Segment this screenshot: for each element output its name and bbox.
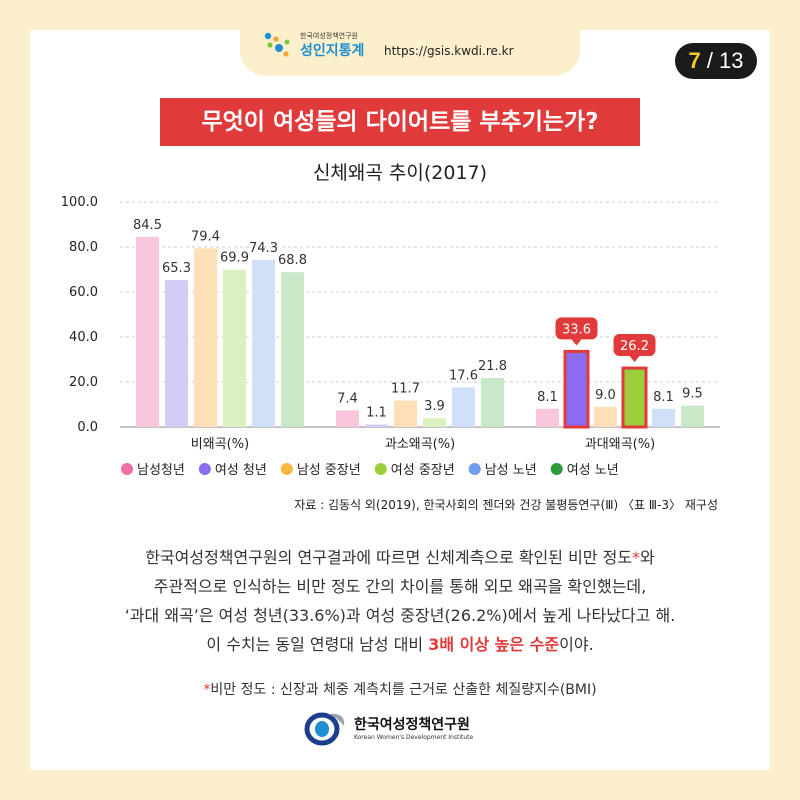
x-tick-label: 과대왜곡(%)	[585, 437, 655, 452]
bar	[594, 406, 617, 427]
y-tick-label: 40.0	[69, 330, 98, 345]
data-label: 26.2	[620, 339, 649, 354]
legend-marker	[198, 463, 211, 475]
body-line-3: ‘과대 왜곡’은 여성 청년(33.6%)과 여성 중장년(26.2%)에서 높…	[124, 606, 676, 625]
org-name-en: Korean Women's Development Institute	[354, 734, 474, 741]
headline-banner: 무엇이 여성들의 다이어트를 부추기는가?	[160, 98, 640, 146]
legend-label: 여성 청년	[215, 463, 267, 478]
legend-label: 여성 중장년	[391, 463, 455, 478]
bar	[563, 349, 590, 429]
data-label: 1.1	[366, 406, 387, 421]
data-label: 84.5	[133, 218, 162, 233]
bar	[681, 405, 704, 427]
page-current: 7	[688, 48, 701, 73]
y-tick-label: 60.0	[69, 285, 98, 300]
callout-pointer	[629, 356, 640, 363]
bar	[394, 400, 417, 427]
legend-label: 남성청년	[137, 463, 185, 478]
bar	[165, 280, 188, 427]
footnote: *비만 정도 : 신장과 체중 계측치를 근거로 산출한 체질량지수(BMI)	[0, 679, 800, 699]
body-line-1: 한국여성정책연구원의 연구결과에 따르면 신체계측으로 확인된 비만 정도*와	[145, 548, 655, 567]
bar	[481, 377, 504, 427]
bar	[365, 424, 388, 427]
x-tick-label: 비왜곡(%)	[191, 437, 249, 452]
data-label: 79.4	[191, 229, 220, 244]
legend-label: 남성 노년	[485, 463, 537, 478]
data-label: 7.4	[337, 391, 358, 406]
legend-marker	[280, 463, 293, 475]
body-line-2: 주관적으로 인식하는 비만 정도 간의 차이를 통해 외모 왜곡을 확인했는데,	[153, 577, 647, 596]
bar	[452, 387, 475, 427]
data-label: 21.8	[478, 359, 507, 374]
bar	[621, 366, 648, 429]
chart-title: 신체왜곡 추이(2017)	[312, 162, 488, 184]
org-name-ko: 한국여성정책연구원	[354, 717, 470, 733]
bar	[652, 408, 675, 427]
legend-marker	[468, 463, 481, 475]
callout-pointer	[571, 339, 582, 346]
body-paragraph: 한국여성정책연구원의 연구결과에 따르면 신체계측으로 확인된 비만 정도*와 …	[40, 543, 760, 659]
bar-chart: 0.0 20.0 40.0 60.0 80.0 100.0 84.5 65.3 79.469.9…	[61, 195, 720, 478]
footnote-star: *	[203, 682, 211, 698]
data-label: 69.9	[220, 251, 249, 266]
footnote-text: 비만 정도 : 신장과 체중 계측치를 근거로 산출한 체질량지수(BMI)	[210, 682, 597, 698]
data-label: 9.5	[682, 387, 703, 402]
logo-dots-icon	[264, 32, 290, 57]
header-tab	[240, 24, 580, 76]
legend-label: 여성 노년	[567, 463, 619, 478]
data-label: 65.3	[162, 261, 191, 276]
legend-marker	[550, 463, 563, 475]
data-label: 9.0	[595, 388, 616, 403]
data-label: 8.1	[653, 390, 674, 405]
brand-org-small: 한국여성정책연구원	[300, 32, 358, 40]
legend-marker	[121, 463, 133, 475]
y-tick-label: 0.0	[77, 420, 98, 435]
body-line-4: 이 수치는 동일 연령대 남성 대비 3배 이상 높은 수준이야.	[206, 635, 594, 654]
x-tick-label: 과소왜곡(%)	[385, 437, 455, 452]
data-label: 11.7	[391, 382, 420, 397]
legend-marker	[374, 463, 387, 475]
data-label: 74.3	[249, 241, 278, 256]
bar	[223, 269, 246, 427]
page-total: 13	[719, 48, 744, 73]
bar	[336, 410, 359, 427]
highlight-text: 3배 이상 높은 수준	[428, 635, 560, 654]
brand-name: 성인지통계	[300, 43, 365, 59]
bar	[252, 259, 275, 427]
chart-source: 자료 : 김동식 외(2019), 한국사회의 젠더와 건강 불평등연구(Ⅲ) …	[294, 498, 718, 512]
y-tick-label: 100.0	[61, 195, 98, 210]
bar	[136, 236, 159, 427]
footnote-marker: *	[632, 548, 641, 567]
data-label: 68.8	[278, 253, 307, 268]
site-url-link[interactable]: https://gsis.kwdi.re.kr	[384, 44, 514, 58]
data-label: 3.9	[424, 399, 445, 414]
bar	[281, 272, 304, 427]
data-label: 33.6	[562, 322, 591, 337]
bar	[423, 418, 446, 427]
y-tick-label: 80.0	[69, 240, 98, 255]
y-tick-label: 20.0	[69, 375, 98, 390]
value-callout	[555, 317, 598, 340]
kwdi-logo-icon	[304, 712, 345, 746]
data-label: 17.6	[449, 368, 478, 383]
page-indicator: 7 / 13	[675, 43, 757, 79]
page-separator: /	[700, 48, 720, 73]
bar	[194, 248, 217, 427]
bar	[536, 408, 559, 427]
data-label: 8.1	[537, 390, 558, 405]
value-callout	[613, 334, 656, 357]
legend-label: 남성 중장년	[297, 463, 361, 478]
